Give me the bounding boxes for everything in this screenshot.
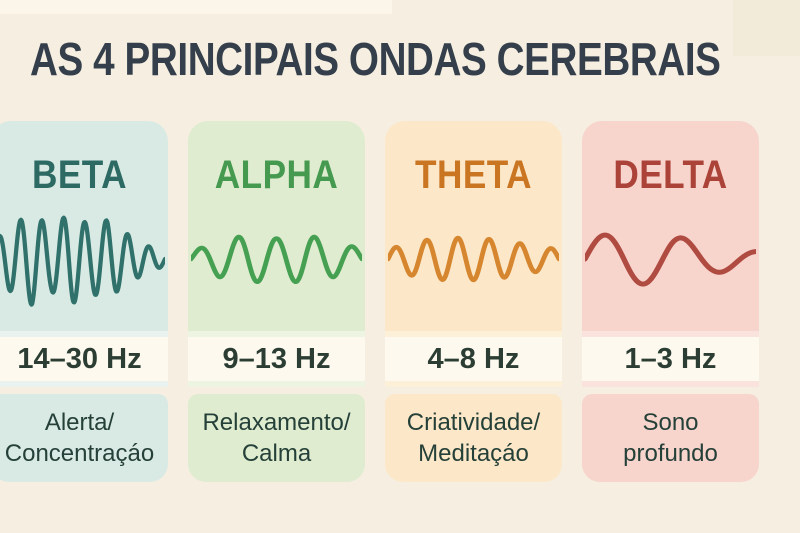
card-beta: BETA 14–30 Hz Alerta/ Concentraçáo — [0, 121, 168, 482]
frequency-label: 9–13 Hz — [222, 342, 331, 375]
theta-slow-wave-icon — [388, 235, 559, 283]
card-beta-header: BETA — [0, 121, 168, 331]
background-patch-top-right — [733, 0, 800, 56]
card-theta-description: Criatividade/ Meditaçáo — [385, 394, 562, 482]
description-line: profundo — [623, 440, 718, 467]
description-line: Relaxamento/ — [202, 409, 351, 436]
description-line: Sono — [642, 409, 699, 436]
card-alpha: ALPHA 9–13 Hz Relaxamento/ Calma — [188, 121, 365, 482]
description-line: Criatividade/ — [406, 409, 541, 436]
description-line: Calma — [241, 440, 312, 467]
card-delta-description: Sono profundo — [582, 394, 759, 482]
description-line: Meditaçáo — [418, 440, 529, 467]
card-beta-description: Alerta/ Concentraçáo — [0, 394, 168, 482]
card-theta-title: THETA — [415, 153, 532, 197]
page-title: AS 4 PRINCIPAIS ONDAS CEREBRAIS — [30, 33, 721, 85]
card-beta-title: BETA — [32, 153, 127, 197]
frequency-label: 1–3 Hz — [624, 342, 717, 375]
card-delta-frequency-strip: 1–3 Hz — [582, 331, 759, 387]
card-alpha-header: ALPHA — [188, 121, 365, 331]
alpha-medium-wave-icon — [191, 234, 362, 285]
description-line: Concentraçáo — [4, 440, 155, 467]
card-delta: DELTA 1–3 Hz Sono profundo — [582, 121, 759, 482]
card-delta-title: DELTA — [613, 153, 728, 197]
card-alpha-frequency-strip: 9–13 Hz — [188, 331, 365, 387]
beta-fast-wave-icon — [0, 215, 165, 307]
card-alpha-description: Relaxamento/ Calma — [188, 394, 365, 482]
card-theta: THETA 4–8 Hz Criatividade/ Meditaçáo — [385, 121, 562, 482]
card-theta-frequency-strip: 4–8 Hz — [385, 331, 562, 387]
card-theta-header: THETA — [385, 121, 562, 331]
card-alpha-title: ALPHA — [214, 153, 339, 197]
card-delta-header: DELTA — [582, 121, 759, 331]
cards-row: BETA 14–30 Hz Alerta/ Concentraçáo ALPHA… — [0, 121, 759, 482]
description-line: Alerta/ — [44, 409, 115, 436]
card-beta-frequency-strip: 14–30 Hz — [0, 331, 168, 387]
delta-slowest-wave-icon — [585, 232, 756, 287]
frequency-label: 14–30 Hz — [17, 342, 142, 375]
frequency-label: 4–8 Hz — [427, 342, 520, 375]
background-patch-top-left — [0, 0, 392, 14]
